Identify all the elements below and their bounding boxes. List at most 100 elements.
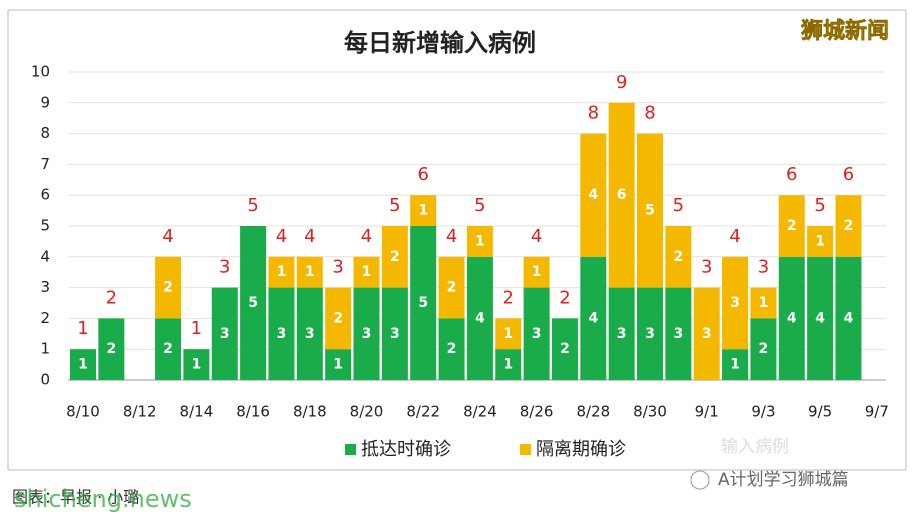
segment-label: 3 bbox=[390, 326, 400, 342]
total-label: 4 bbox=[276, 226, 287, 247]
segment-label: 2 bbox=[560, 341, 570, 357]
bar-segment bbox=[438, 318, 465, 380]
bar-segment bbox=[155, 256, 182, 319]
total-label: 6 bbox=[786, 164, 797, 185]
segment-label: 2 bbox=[673, 249, 683, 265]
total-label: 8 bbox=[644, 103, 655, 124]
segment-label: 2 bbox=[447, 341, 457, 357]
segment-label: 3 bbox=[702, 326, 712, 342]
segment-label: 3 bbox=[617, 326, 627, 342]
x-tick-label: 8/18 bbox=[293, 403, 327, 421]
bar-segment bbox=[523, 287, 550, 380]
legend-label: 抵达时确诊 bbox=[361, 439, 451, 460]
total-label: 8 bbox=[588, 103, 599, 124]
bar-segment bbox=[807, 226, 834, 257]
bar-segment bbox=[722, 256, 749, 350]
total-label: 3 bbox=[219, 257, 230, 278]
bar-segment bbox=[778, 195, 805, 257]
segment-label: 5 bbox=[418, 295, 428, 311]
bar-segment bbox=[495, 349, 522, 380]
segment-label: 3 bbox=[220, 326, 230, 342]
x-tick-label: 9/1 bbox=[695, 403, 719, 421]
x-tick-label: 8/30 bbox=[633, 403, 667, 421]
total-label: 3 bbox=[758, 257, 769, 278]
bar-segment bbox=[268, 287, 295, 380]
bar-segment bbox=[495, 318, 522, 350]
x-tick-label: 8/12 bbox=[123, 403, 157, 421]
segment-label: 2 bbox=[106, 341, 116, 357]
bar-segment bbox=[750, 318, 777, 380]
bar-segment bbox=[410, 195, 437, 226]
y-tick-label: 4 bbox=[40, 247, 50, 265]
legend-swatch bbox=[520, 444, 531, 455]
bar-segment bbox=[211, 287, 238, 380]
total-label: 5 bbox=[389, 195, 400, 216]
bar-segment bbox=[580, 133, 607, 257]
bar-segment bbox=[551, 318, 578, 380]
segment-label: 4 bbox=[815, 310, 825, 326]
total-label: 9 bbox=[616, 72, 627, 93]
bar-segment bbox=[70, 349, 96, 380]
segment-label: 3 bbox=[532, 326, 542, 342]
bar-segment bbox=[665, 226, 692, 288]
segment-label: 1 bbox=[305, 264, 315, 280]
bar-segment bbox=[353, 287, 380, 380]
x-tick-label: 9/7 bbox=[865, 403, 889, 421]
bar-segment bbox=[296, 256, 323, 288]
y-tick-label: 1 bbox=[40, 340, 50, 358]
segment-label: 1 bbox=[333, 357, 343, 373]
watermark: 狮城新闻 bbox=[801, 18, 889, 44]
wechat-account: A计划学习狮城篇 bbox=[718, 470, 849, 490]
segment-label: 1 bbox=[503, 326, 513, 342]
bar-segment bbox=[750, 287, 777, 319]
segment-label: 3 bbox=[362, 326, 372, 342]
total-label: 4 bbox=[304, 226, 315, 247]
segment-label: 2 bbox=[447, 280, 457, 296]
bar-segment bbox=[722, 349, 749, 380]
bar-segment bbox=[608, 287, 635, 380]
source: 图表：早报 · 小璐 bbox=[12, 488, 139, 507]
bar-segment bbox=[466, 256, 493, 380]
chart-frame bbox=[7, 9, 907, 471]
segment-label: 2 bbox=[163, 341, 173, 357]
total-label: 2 bbox=[503, 287, 514, 308]
y-tick-label: 9 bbox=[40, 93, 50, 111]
x-tick-label: 8/10 bbox=[66, 403, 100, 421]
bar-segment bbox=[807, 256, 834, 380]
total-label: 3 bbox=[332, 257, 343, 278]
x-tick-label: 8/16 bbox=[236, 403, 270, 421]
total-label: 4 bbox=[162, 226, 173, 247]
segment-label: 6 bbox=[617, 187, 627, 203]
segment-label: 3 bbox=[645, 326, 655, 342]
bar-segment bbox=[438, 256, 465, 319]
x-tick-label: 8/20 bbox=[350, 403, 384, 421]
bar-segment bbox=[410, 226, 437, 380]
segment-label: 1 bbox=[759, 295, 769, 311]
total-label: 1 bbox=[77, 318, 88, 339]
bar-segment bbox=[155, 318, 182, 380]
bar-segment bbox=[693, 287, 720, 380]
segment-label: 2 bbox=[844, 218, 854, 234]
total-label: 6 bbox=[417, 164, 428, 185]
bar-segment bbox=[381, 287, 408, 380]
total-label: 2 bbox=[106, 287, 117, 308]
segment-label: 1 bbox=[503, 357, 513, 373]
bar-segment bbox=[835, 195, 862, 257]
segment-label: 1 bbox=[418, 203, 428, 219]
y-tick-label: 3 bbox=[40, 278, 50, 296]
bar-segment bbox=[183, 349, 210, 380]
y-tick-label: 5 bbox=[40, 217, 50, 235]
segment-label: 5 bbox=[248, 295, 258, 311]
bar-segment bbox=[325, 287, 352, 350]
x-tick-label: 8/24 bbox=[463, 403, 497, 421]
segment-label: 1 bbox=[730, 357, 740, 373]
bar-segment bbox=[353, 256, 380, 288]
x-tick-label: 8/26 bbox=[520, 403, 554, 421]
segment-label: 3 bbox=[673, 326, 683, 342]
total-label: 5 bbox=[814, 195, 825, 216]
bar-segment bbox=[268, 256, 295, 288]
total-label: 1 bbox=[191, 318, 202, 339]
segment-label: 5 bbox=[645, 203, 655, 219]
x-tick-label: 8/22 bbox=[406, 403, 440, 421]
y-tick-label: 6 bbox=[40, 186, 50, 204]
